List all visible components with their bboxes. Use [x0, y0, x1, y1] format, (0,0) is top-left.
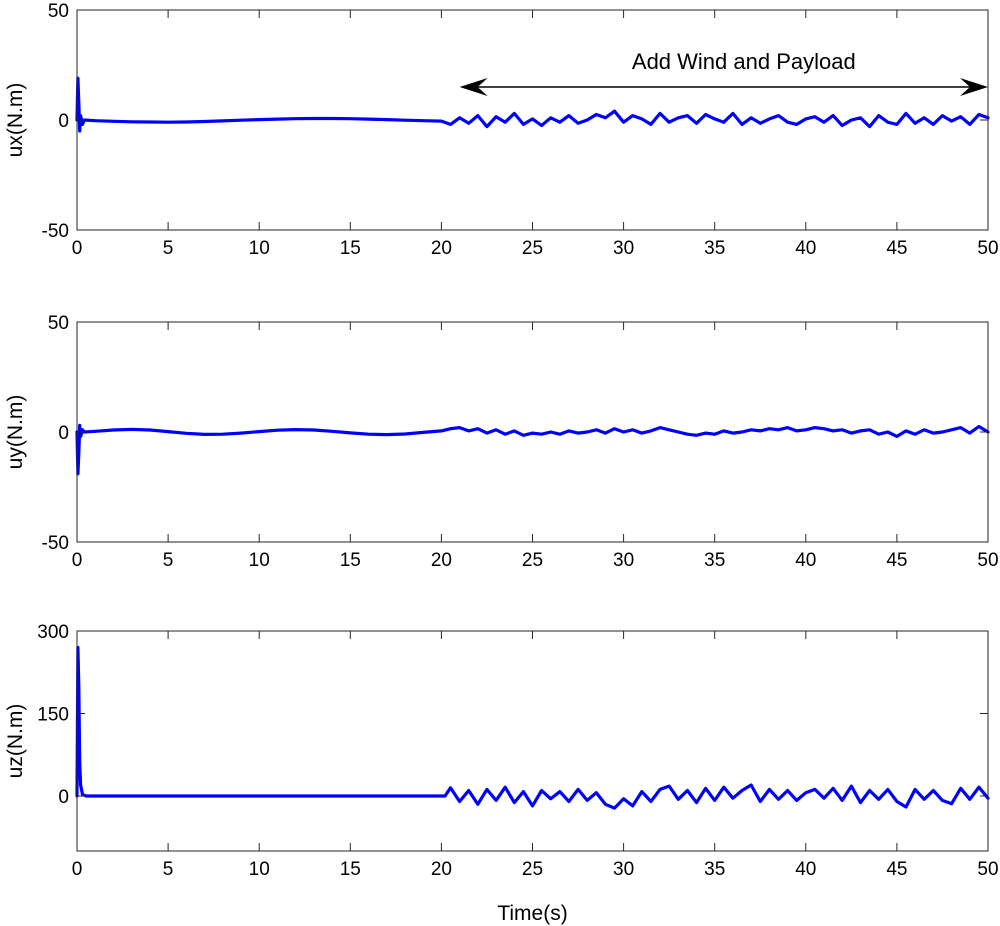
x-axis-label: Time(s) — [497, 902, 567, 925]
x-tick-label: 50 — [977, 859, 998, 880]
x-tick-label: 10 — [249, 859, 270, 880]
x-tick-label: 35 — [704, 550, 725, 571]
x-tick-label: 45 — [886, 859, 907, 880]
x-tick-label: 45 — [886, 550, 907, 571]
x-tick-label: 25 — [522, 550, 543, 571]
arrow-right-icon — [960, 78, 988, 96]
y-tick-label: -50 — [42, 533, 69, 554]
x-tick-label: 15 — [340, 238, 361, 259]
x-tick-label: 30 — [613, 859, 634, 880]
y-axis-label: uy(N.m) — [4, 395, 27, 470]
x-tick-label: 15 — [340, 550, 361, 571]
series-line — [75, 76, 990, 133]
y-tick-label: 0 — [58, 787, 69, 808]
x-tick-label: 20 — [431, 238, 452, 259]
series-line — [75, 645, 990, 810]
x-tick-label: 0 — [72, 859, 83, 880]
x-tick-label: 10 — [249, 550, 270, 571]
y-tick-label: 0 — [58, 423, 69, 444]
x-tick-label: 5 — [163, 238, 174, 259]
arrow-left-icon — [459, 78, 488, 96]
y-axis-label: ux(N.m) — [4, 83, 27, 158]
x-tick-label: 50 — [977, 238, 998, 259]
x-tick-label: 10 — [249, 238, 270, 259]
x-tick-label: 5 — [163, 859, 174, 880]
x-tick-label: 0 — [72, 550, 83, 571]
x-tick-label: 15 — [340, 859, 361, 880]
annotation-text: Add Wind and Payload — [632, 49, 856, 74]
axes-frame — [76, 630, 989, 852]
y-tick-label: 50 — [48, 1, 69, 22]
x-tick-label: 40 — [795, 238, 816, 259]
x-tick-label: 25 — [522, 238, 543, 259]
x-tick-label: 50 — [977, 550, 998, 571]
x-tick-label: 35 — [704, 859, 725, 880]
x-tick-label: 30 — [613, 550, 634, 571]
y-tick-label: 0 — [58, 111, 69, 132]
x-tick-label: 0 — [72, 238, 83, 259]
x-tick-label: 5 — [163, 550, 174, 571]
subplot-3: 0 5 10 15 20 25 30 35 40 45 50 0 150 300 uz(N.m) Time(s… — [4, 622, 999, 925]
x-tick-label: 35 — [704, 238, 725, 259]
x-tick-label: 40 — [795, 859, 816, 880]
y-tick-label: -50 — [42, 221, 69, 242]
y-tick-label: 50 — [48, 313, 69, 334]
y-tick-label: 300 — [37, 622, 69, 643]
x-tick-label: 45 — [886, 238, 907, 259]
x-tick-label: 40 — [795, 550, 816, 571]
y-axis-label: uz(N.m) — [4, 704, 27, 779]
series-line — [75, 423, 990, 476]
x-tick-label: 30 — [613, 238, 634, 259]
x-tick-label: 25 — [522, 859, 543, 880]
x-tick-label: 20 — [431, 550, 452, 571]
y-tick-label: 150 — [37, 705, 69, 726]
x-tick-label: 20 — [431, 859, 452, 880]
